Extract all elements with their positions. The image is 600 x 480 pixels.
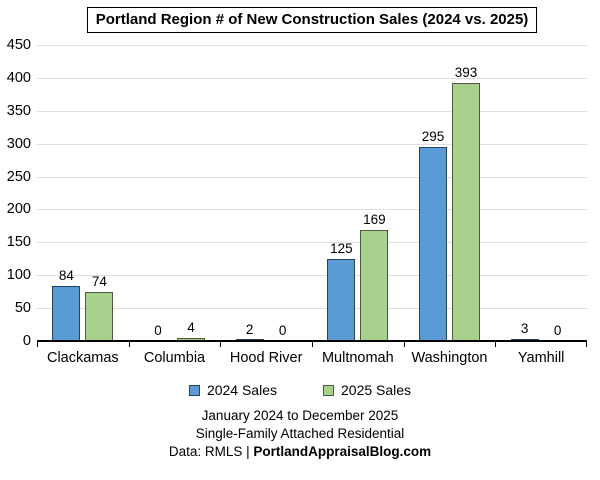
legend-swatch-2025-icon: [323, 384, 334, 396]
bar-value-label: 84: [58, 267, 74, 283]
gridline-350: [37, 110, 587, 112]
legend: 2024 Sales 2025 Sales: [0, 382, 600, 398]
y-axis-label-200: 200: [6, 201, 31, 218]
x-axis-tick: [403, 342, 405, 347]
x-axis-label-columbia: Columbia: [143, 350, 206, 366]
x-axis-tick: [128, 342, 130, 347]
bar-value-label: 0: [553, 323, 562, 338]
x-axis-tick: [586, 342, 587, 347]
footer-property-type: Single-Family Attached Residential: [195, 426, 405, 441]
x-axis-tick: [220, 342, 222, 347]
y-axis-label-50: 50: [14, 300, 31, 317]
bar-2025-washington: [451, 82, 480, 341]
gridline-50: [37, 308, 587, 310]
y-axis-labels: 0 50 100 150 200 250 300 350 400 450: [0, 37, 31, 349]
y-axis-label-450: 450: [6, 37, 31, 53]
x-axis-line: [37, 340, 587, 342]
gridline-450: [37, 45, 587, 46]
bar-slot: 0: [144, 45, 172, 341]
bar-2024-clackamas: [52, 285, 81, 341]
bar-slot: 393: [451, 45, 480, 341]
gridline-200: [37, 209, 587, 211]
legend-item-2025: 2025 Sales: [323, 382, 411, 398]
bar-value-label: 3: [520, 321, 529, 337]
y-axis-label-300: 300: [6, 135, 31, 152]
gridline-250: [37, 176, 587, 178]
legend-label-2024: 2024 Sales: [206, 382, 277, 398]
bar-slot: 0: [544, 45, 572, 341]
bar-slot: 3: [510, 45, 539, 341]
footer-source-site: PortlandAppraisalBlog.com: [253, 444, 432, 459]
gridline-150: [37, 242, 587, 244]
bar-value-label: 2: [245, 321, 254, 337]
gridline-100: [37, 275, 587, 277]
bar-value-label: 4: [187, 320, 195, 336]
y-axis-label-100: 100: [6, 267, 31, 284]
bar-slot: 295: [418, 45, 447, 341]
bar-value-label: 169: [363, 211, 386, 227]
bar-2025-multnomah: [360, 229, 389, 341]
bar-group-clackamas: 84 74: [37, 45, 129, 341]
bar-slot: 2: [235, 45, 264, 341]
y-axis-label-250: 250: [6, 168, 31, 185]
bar-2024-washington: [418, 146, 447, 341]
bar-group-washington: 295 393: [404, 45, 496, 341]
bar-value-label: 0: [154, 323, 162, 338]
bar-value-label: 125: [330, 240, 353, 256]
bar-slot: 0: [269, 45, 297, 341]
bar-slot: 84: [52, 45, 81, 341]
x-axis-label-hood-river: Hood River: [229, 350, 303, 366]
gridline-300: [37, 143, 587, 145]
bar-slot: 125: [327, 45, 356, 341]
bar-value-label: 0: [278, 323, 287, 338]
bar-2024-multnomah: [327, 258, 356, 341]
x-axis-label-yamhill: Yamhill: [517, 350, 565, 366]
x-axis-tick: [37, 342, 38, 347]
x-axis-labels: Clackamas Columbia Hood River Multnomah Wash…: [37, 350, 587, 370]
bar-group-multnomah: 125 169: [312, 45, 404, 341]
chart-title: Portland Region # of New Construction Sa…: [86, 7, 538, 33]
y-axis-label-400: 400: [6, 69, 31, 86]
chart-footer: January 2024 to December 2025 Single-Fam…: [0, 407, 600, 461]
footer-source: Data: RMLS | PortlandAppraisalBlog.com: [0, 443, 600, 461]
x-axis-tick: [495, 342, 497, 347]
bar-2025-clackamas: [85, 292, 114, 341]
chart-title-wrap: Portland Region # of New Construction Sa…: [37, 7, 587, 33]
y-axis-label-150: 150: [6, 234, 31, 251]
legend-label-2025: 2025 Sales: [341, 382, 412, 398]
bar-value-label: 74: [91, 274, 107, 290]
bar-slot: 74: [85, 45, 114, 341]
y-axis-label-0: 0: [22, 333, 31, 349]
y-axis-label-350: 350: [6, 102, 31, 119]
x-axis-label-multnomah: Multnomah: [321, 350, 394, 366]
legend-item-2024: 2024 Sales: [188, 382, 277, 398]
bar-slot: 4: [176, 45, 205, 341]
x-axis-label-clackamas: Clackamas: [46, 350, 119, 366]
footer-date-range: January 2024 to December 2025: [201, 408, 399, 423]
bar-slot: 169: [360, 45, 389, 341]
x-axis-tick: [312, 342, 313, 347]
bar-value-label: 295: [421, 128, 445, 144]
x-axis-label-washington: Washington: [411, 350, 488, 366]
gridline-400: [37, 77, 587, 79]
bar-value-label: 393: [454, 64, 478, 80]
footer-source-prefix: Data: RMLS |: [168, 444, 254, 459]
plot-area: 84 74 0 4 2 0 125 169 295 393 3 0: [37, 45, 587, 347]
legend-swatch-2024-icon: [188, 384, 200, 396]
